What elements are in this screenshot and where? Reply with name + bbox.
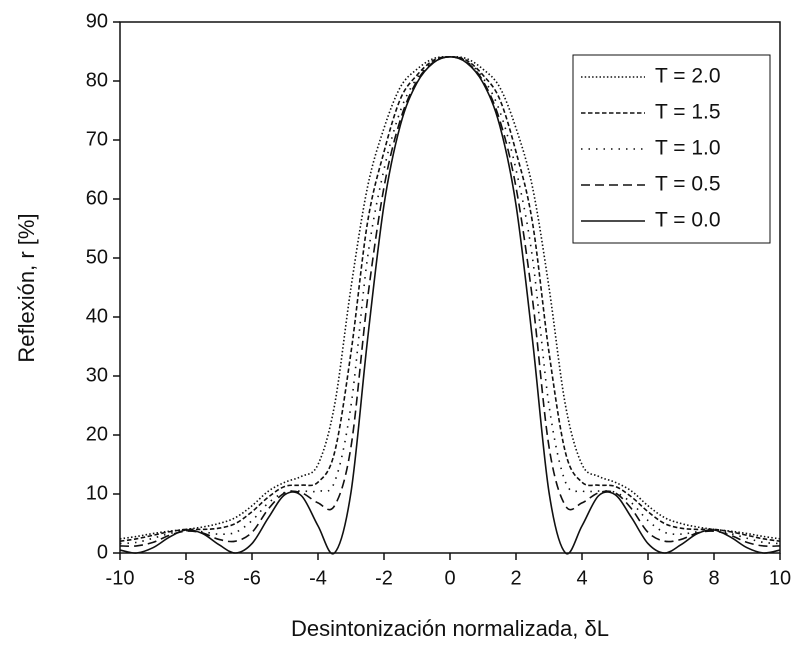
y-tick-label: 10 — [86, 482, 108, 504]
series-line — [119, 56, 781, 547]
x-tick-label: 6 — [642, 567, 653, 589]
legend-label: T = 2.0 — [655, 65, 721, 88]
y-tick-label: 0 — [97, 541, 108, 563]
y-tick-label: 90 — [86, 10, 108, 32]
x-tick-label: 2 — [510, 567, 521, 589]
x-tick-label: -2 — [375, 567, 393, 589]
legend-label: T = 1.5 — [655, 101, 721, 124]
x-tick-label: 0 — [444, 567, 455, 589]
x-tick-label: -8 — [177, 567, 195, 589]
x-tick-label: 8 — [708, 567, 719, 589]
y-tick-label: 50 — [86, 246, 108, 268]
y-tick-label: 30 — [86, 364, 108, 386]
x-tick-label: -6 — [243, 567, 261, 589]
y-tick-label: 70 — [86, 128, 108, 150]
legend-label: T = 1.0 — [655, 137, 721, 160]
legend-label: T = 0.5 — [655, 173, 721, 196]
y-tick-label: 40 — [86, 305, 108, 327]
legend-label: T = 0.0 — [655, 209, 721, 232]
y-tick-label: 80 — [86, 69, 108, 91]
x-tick-label: 10 — [769, 567, 791, 589]
y-tick-label: 60 — [86, 187, 108, 209]
x-tick-label: -10 — [106, 567, 135, 589]
x-tick-label: 4 — [576, 567, 587, 589]
legend-box — [572, 54, 771, 244]
series-line — [119, 56, 781, 555]
x-axis-label: Desintonización normalizada, δL — [291, 616, 609, 641]
y-axis-label: Reflexión, r [%] — [14, 213, 39, 362]
x-tick-label: -4 — [309, 567, 327, 589]
y-tick-label: 20 — [86, 423, 108, 445]
